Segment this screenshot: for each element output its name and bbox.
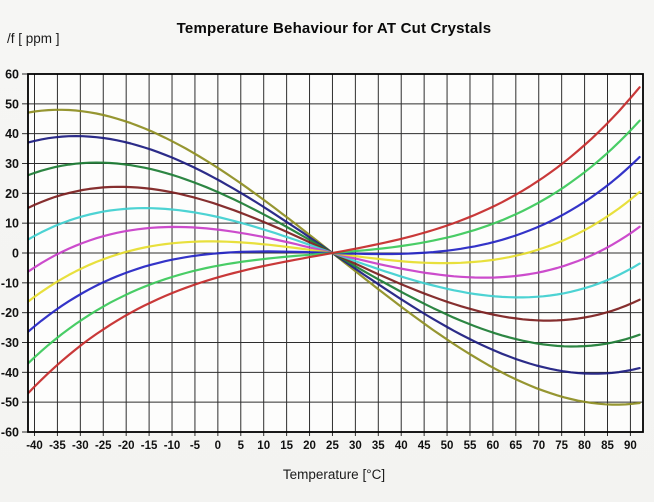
curves	[28, 86, 641, 406]
y-tick-label: 20	[5, 187, 19, 201]
x-tick-label: 65	[509, 440, 522, 452]
x-tick-label: 40	[395, 440, 408, 452]
x-tick-label: -40	[26, 440, 43, 452]
x-tick-label: 85	[601, 440, 614, 452]
y-tick-label: -50	[1, 396, 19, 410]
x-tick-label: 0	[215, 440, 221, 452]
y-tick-labels: 60 50 40 30 20 10 0 -10 -20 -30 -40 -50 -60	[1, 68, 19, 440]
y-axis-label: /f [ ppm ]	[7, 31, 60, 46]
x-tick-label: -5	[190, 440, 201, 452]
plot-border	[27, 73, 644, 433]
x-tick-label: 60	[487, 440, 500, 452]
y-tick-label: 30	[5, 157, 19, 171]
y-tick-label: 50	[5, 97, 19, 111]
x-tick-label: 45	[418, 440, 431, 452]
x-tick-label: 50	[441, 440, 454, 452]
x-axis-label: Temperature [°C]	[282, 467, 386, 482]
chart-title: Temperature Behaviour for AT Cut Crystal…	[176, 20, 492, 37]
x-tick-label: 90	[624, 440, 637, 452]
x-tick-label: -10	[164, 440, 181, 452]
x-tick-label: 55	[464, 440, 477, 452]
x-tick-label: -25	[95, 440, 112, 452]
y-tick-label: 10	[5, 217, 19, 231]
x-tick-label: 35	[372, 440, 385, 452]
x-tick-label: 25	[326, 440, 339, 452]
y-tick-label: -40	[1, 366, 19, 380]
x-tick-label: -30	[72, 440, 89, 452]
y-tick-label: -10	[1, 276, 19, 290]
y-tick-label: -20	[1, 306, 19, 320]
y-tick-label: 60	[5, 68, 19, 82]
y-tick-label: -30	[1, 336, 19, 350]
y-tick-label: 0	[12, 247, 19, 261]
x-tick-label: -35	[49, 440, 66, 452]
x-tick-label: 80	[578, 440, 591, 452]
y-tick-label: -60	[1, 425, 19, 439]
x-tick-label: -20	[118, 440, 135, 452]
y-tick-label: 40	[5, 127, 19, 141]
x-tick-label: 30	[349, 440, 362, 452]
series-red-curve	[28, 86, 641, 395]
x-tick-label: 5	[238, 440, 245, 452]
x-tick-label: 15	[280, 440, 293, 452]
x-tick-label: -15	[141, 440, 158, 452]
x-tick-labels: -40 -35 -30 -25 -20 -15 -10 -5 0 5 10 15 20 25 30 35 40 4…	[26, 440, 637, 452]
x-tick-label: 70	[532, 440, 545, 452]
x-tick-label: 75	[555, 440, 568, 452]
x-tick-label: 20	[303, 440, 316, 452]
x-tick-label: 10	[257, 440, 270, 452]
